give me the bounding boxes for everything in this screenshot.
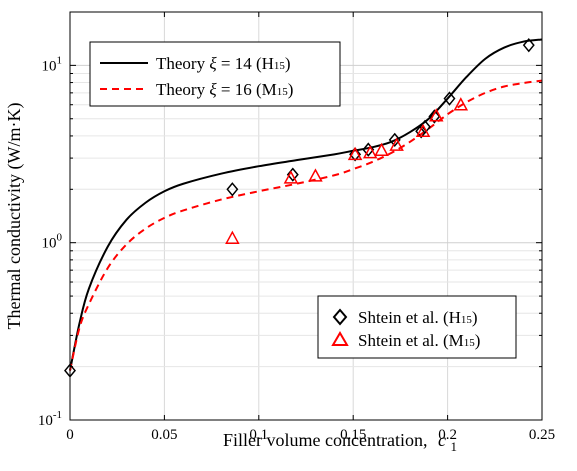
data-point-h15 xyxy=(286,167,299,182)
data-point-m15 xyxy=(362,145,378,159)
data-point-m15 xyxy=(308,168,323,182)
legend-diamond-marker-icon xyxy=(332,308,348,326)
data-point-m15 xyxy=(453,97,469,111)
data-point-h15 xyxy=(226,182,239,197)
y-tick-label: 101 xyxy=(42,54,63,74)
data-point-m15 xyxy=(415,123,431,138)
y-axis-label: Thermal conductivity (W/m·K) xyxy=(4,103,25,330)
data-point-m15 xyxy=(347,146,363,161)
y-tick-label: 10-1 xyxy=(38,409,62,429)
data-point-h15 xyxy=(362,142,375,157)
legend-points: Shtein et al. (H15) Shtein et al. (M15) xyxy=(317,295,517,359)
series-line-theory-h15 xyxy=(69,38,543,371)
legend-entry-theory-h15: Theory ξ = 14 (H15) xyxy=(156,54,291,73)
data-point-m15 xyxy=(283,170,299,184)
x-axis-label-text: Filler volume concentration, xyxy=(223,430,427,450)
data-point-h15 xyxy=(428,109,441,124)
legend-entry-theory-m15: Theory ξ = 16 (M15) xyxy=(156,80,293,99)
x-tick-label: 0.25 xyxy=(529,427,555,443)
data-point-h15 xyxy=(349,147,362,162)
data-series xyxy=(64,38,543,378)
legend-triangle-marker-icon xyxy=(331,331,349,346)
legend-points-box xyxy=(317,295,517,359)
axis-ticks: 0 0.05 0.1 0.15 0.2 0.25 10-1 100 101 xyxy=(38,11,555,443)
legend-entry-shtein-h15: Shtein et al. (H15) xyxy=(358,308,478,327)
x-tick-label: 0.2 xyxy=(438,427,457,443)
data-point-h15 xyxy=(418,119,431,135)
y-tick-label: 100 xyxy=(42,232,63,252)
data-point-m15 xyxy=(374,142,389,157)
x-tick-label: 0.1 xyxy=(249,427,268,443)
x-axis-label-subscript: 1 xyxy=(450,439,457,454)
x-axis-label: Filler volume concentration, c 1 xyxy=(223,430,457,454)
data-point-m15 xyxy=(225,230,240,244)
x-tick-label: 0.05 xyxy=(151,427,177,443)
data-point-h15 xyxy=(522,38,535,53)
legend-lines-box xyxy=(89,41,341,107)
data-point-m15 xyxy=(389,137,404,151)
data-point-h15 xyxy=(388,132,401,148)
x-tick-label: 0 xyxy=(66,427,74,443)
plot-frame xyxy=(69,11,543,421)
x-axis-label-symbol: c xyxy=(438,430,446,450)
series-line-theory-m15 xyxy=(69,79,543,371)
x-tick-label: 0.15 xyxy=(340,427,366,443)
data-point-h15 xyxy=(443,91,456,106)
legend-entry-shtein-m15: Shtein et al. (M15) xyxy=(358,331,480,350)
data-point-m15 xyxy=(429,108,444,122)
legend-lines: Theory ξ = 14 (H15) Theory ξ = 16 (M15) xyxy=(89,41,341,107)
